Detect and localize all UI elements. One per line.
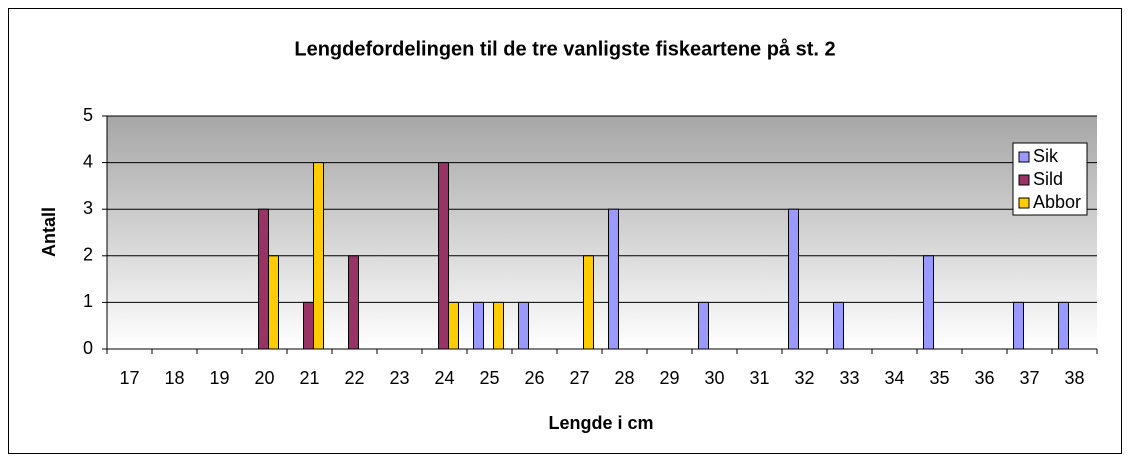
x-tick-label: 38 (1064, 368, 1084, 388)
x-tick-label: 29 (659, 368, 679, 388)
bar (268, 255, 279, 350)
bar (493, 301, 504, 350)
x-tick-label: 31 (749, 368, 769, 388)
x-tick-label: 18 (164, 368, 184, 388)
bar (608, 208, 619, 350)
legend-label: Sild (1033, 169, 1063, 189)
x-tick-label: 35 (929, 368, 949, 388)
chart-title: Lengdefordelingen til de tre vanligste f… (294, 37, 835, 60)
x-tick-label: 21 (299, 368, 319, 388)
bar (258, 208, 269, 350)
bar (1013, 301, 1024, 350)
y-tick-label: 3 (83, 198, 93, 218)
x-tick-label: 25 (479, 368, 499, 388)
bar (303, 301, 314, 350)
y-tick-label: 2 (83, 245, 93, 265)
y-tick-label: 5 (83, 105, 93, 125)
x-tick-label: 19 (209, 368, 229, 388)
legend-label: Sik (1033, 146, 1059, 166)
x-tick-label: 23 (389, 368, 409, 388)
y-tick-label: 4 (83, 151, 93, 171)
x-tick-label: 24 (434, 368, 454, 388)
x-tick-label: 33 (839, 368, 859, 388)
bar (698, 301, 709, 350)
x-tick-label: 28 (614, 368, 634, 388)
bar (923, 255, 934, 350)
x-tick-label: 37 (1019, 368, 1039, 388)
x-tick-label: 22 (344, 368, 364, 388)
x-tick-label: 27 (569, 368, 589, 388)
bar (833, 301, 844, 350)
x-axis-label: Lengde i cm (548, 413, 653, 433)
bar (438, 162, 449, 350)
bar (583, 255, 594, 350)
x-tick-label: 20 (254, 368, 274, 388)
legend-swatch (1018, 174, 1030, 186)
plot-area (107, 116, 1097, 349)
x-tick-label: 36 (974, 368, 994, 388)
bar (473, 301, 484, 350)
y-axis-label: Antall (39, 207, 59, 257)
x-tick-label: 34 (884, 368, 904, 388)
y-tick-label: 1 (83, 291, 93, 311)
x-tick-label: 17 (119, 368, 139, 388)
bar (518, 301, 529, 350)
bar (348, 255, 359, 350)
x-tick-label: 30 (704, 368, 724, 388)
legend-swatch (1018, 197, 1030, 209)
bar (313, 162, 324, 350)
y-tick-label: 0 (83, 338, 93, 358)
legend-swatch (1018, 151, 1030, 163)
bar (448, 301, 459, 350)
bar (1058, 301, 1069, 350)
legend-label: Abbor (1033, 192, 1081, 212)
x-tick-label: 32 (794, 368, 814, 388)
bar (788, 208, 799, 350)
x-tick-label: 26 (524, 368, 544, 388)
